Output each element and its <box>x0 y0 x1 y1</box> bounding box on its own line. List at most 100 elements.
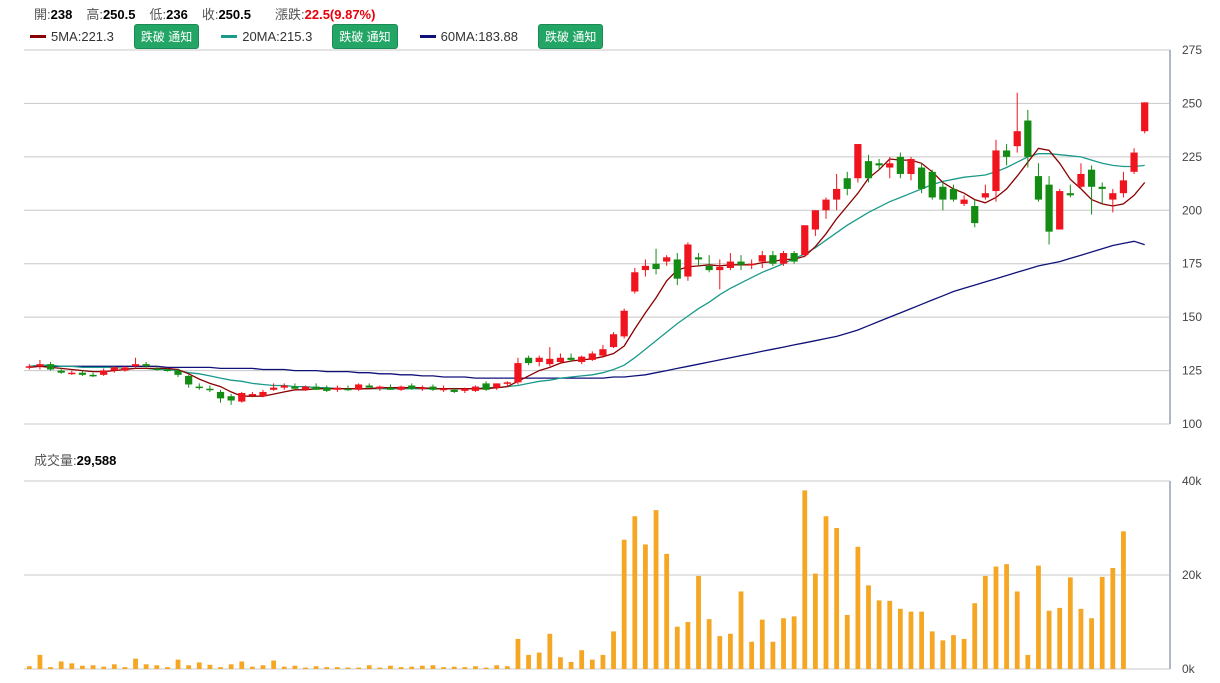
volume-bar <box>303 667 308 669</box>
candle-down <box>567 357 575 360</box>
volume-tick-label: 20k <box>1182 568 1202 582</box>
candle-up <box>822 199 830 211</box>
price-tick-label: 125 <box>1182 364 1202 378</box>
volume-bar <box>1078 608 1084 669</box>
volume-bar <box>90 665 96 669</box>
candle-up <box>301 386 310 390</box>
volume-bar <box>345 667 351 669</box>
candle-down <box>737 261 745 265</box>
volume-bar <box>781 618 786 669</box>
candle-up <box>1077 173 1085 187</box>
candle-up <box>493 383 501 388</box>
candle-up <box>641 265 650 271</box>
candle-down <box>408 385 416 389</box>
candle-down <box>163 369 172 372</box>
volume-bar <box>165 667 170 669</box>
candle-down <box>174 370 182 375</box>
ma20-label: 20MA:215.3 <box>242 28 313 44</box>
candle-down <box>1087 169 1096 187</box>
candle-down <box>769 255 777 264</box>
ma60-swatch <box>419 34 436 38</box>
candle-up <box>503 382 511 384</box>
volume-bar <box>526 654 531 669</box>
volume-bar <box>37 654 43 669</box>
candle-down <box>365 385 373 388</box>
candle-up <box>110 367 118 371</box>
volume-bar <box>749 641 755 669</box>
volume-bar <box>855 546 861 669</box>
volume-bar <box>419 665 425 669</box>
candle-down <box>185 375 193 385</box>
candle-down <box>344 388 352 391</box>
candle-up <box>907 158 915 174</box>
candle-down <box>949 188 958 200</box>
candle-up <box>609 334 618 348</box>
candle-down <box>78 372 87 375</box>
volume-bar <box>643 544 648 669</box>
price-tick-label: 275 <box>1182 43 1202 57</box>
ma60-alert-button[interactable]: 跌破 通知 <box>538 23 604 49</box>
volume-bar <box>982 575 988 669</box>
candle-up <box>886 163 894 168</box>
candle-up <box>578 356 586 363</box>
low-stat: 低:236 <box>149 7 188 22</box>
volume-bar <box>271 660 277 669</box>
candle-up <box>546 358 554 365</box>
volume-bar <box>887 600 893 669</box>
volume-bar <box>812 573 818 669</box>
ma5-swatch <box>30 34 46 38</box>
ma20-line <box>29 153 1145 390</box>
change-stat: 漲跌:22.5(9.87%) <box>275 7 376 22</box>
volume-bar <box>430 665 436 669</box>
volume-bar <box>388 665 393 669</box>
candle-up <box>1013 131 1021 147</box>
volume-bar <box>536 652 542 669</box>
candle-down <box>291 386 299 389</box>
candle-down <box>1098 186 1106 189</box>
volume-bar <box>1014 591 1020 669</box>
volume-bar <box>674 626 680 669</box>
candle-up <box>461 388 469 391</box>
volume-bar <box>462 667 468 669</box>
candle-down <box>429 386 437 390</box>
volume-bar <box>972 603 978 669</box>
price-tick-label: 150 <box>1182 310 1202 324</box>
candle-down <box>843 178 851 189</box>
volume-bar <box>611 631 616 669</box>
price-tick-label: 175 <box>1182 257 1202 271</box>
ma5-alert-button[interactable]: 跌破 通知 <box>133 23 200 49</box>
candle-down <box>864 161 873 179</box>
volume-bar <box>239 661 245 669</box>
volume-bar <box>324 667 330 669</box>
candle-up <box>131 364 140 367</box>
price-tick-label: 250 <box>1182 96 1202 110</box>
close-stat: 收:250.5 <box>201 7 251 22</box>
volume-bar <box>738 591 744 669</box>
candle-down <box>896 156 904 174</box>
candle-up <box>811 210 819 230</box>
candle-up <box>1130 152 1138 172</box>
volume-bar <box>696 575 701 669</box>
candle-down <box>705 265 713 271</box>
candle-up <box>1141 102 1149 132</box>
ma20-alert-button[interactable]: 跌破 通知 <box>332 23 398 49</box>
candle-down <box>939 186 947 200</box>
ma60-line <box>29 240 1145 379</box>
candle-up <box>779 253 788 264</box>
volume-bar <box>207 664 213 669</box>
volume-bar <box>249 666 255 669</box>
candle-up <box>36 364 44 367</box>
candle-up <box>238 393 246 402</box>
candle-up <box>663 257 671 262</box>
volume-label: 成交量:29,588 <box>34 453 117 468</box>
candle-down <box>142 364 150 367</box>
ma5-line <box>29 147 1146 397</box>
ma20-swatch <box>221 34 238 38</box>
volume-bar <box>133 658 138 669</box>
volume-bar <box>292 665 298 669</box>
volume-bar <box>58 661 64 669</box>
volume-bar <box>473 666 478 669</box>
volume-bar <box>515 638 521 669</box>
volume-bar <box>122 667 128 669</box>
